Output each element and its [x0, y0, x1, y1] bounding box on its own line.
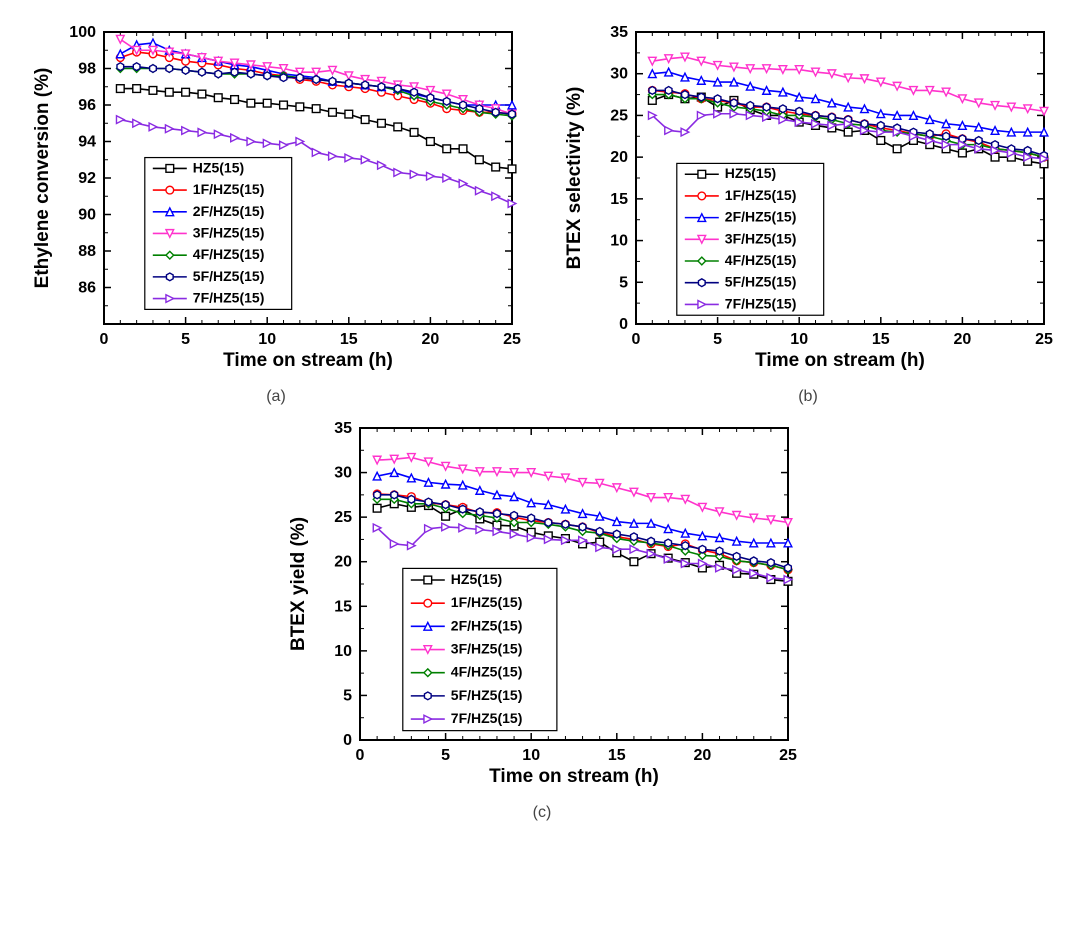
- svg-text:15: 15: [334, 598, 352, 615]
- svg-text:20: 20: [610, 149, 628, 166]
- svg-text:7F/HZ5(15): 7F/HZ5(15): [451, 710, 523, 726]
- svg-text:5: 5: [619, 274, 628, 291]
- svg-text:3F/HZ5(15): 3F/HZ5(15): [725, 230, 797, 246]
- svg-text:25: 25: [503, 331, 521, 348]
- svg-text:20: 20: [954, 331, 972, 348]
- svg-text:1F/HZ5(15): 1F/HZ5(15): [451, 594, 523, 610]
- chart-a: 0 5 10 15 20 25 86 88 90 92 94 96 98 100 Time on strea…: [26, 20, 526, 380]
- svg-text:HZ5(15): HZ5(15): [451, 571, 502, 587]
- svg-text:20: 20: [334, 554, 352, 571]
- svg-text:Time on stream (h): Time on stream (h): [223, 350, 393, 371]
- svg-text:4F/HZ5(15): 4F/HZ5(15): [725, 252, 797, 268]
- svg-text:15: 15: [872, 331, 890, 348]
- svg-text:15: 15: [610, 191, 628, 208]
- svg-text:10: 10: [790, 331, 808, 348]
- svg-text:4F/HZ5(15): 4F/HZ5(15): [193, 246, 265, 262]
- caption-a: (a): [266, 388, 286, 406]
- svg-text:5F/HZ5(15): 5F/HZ5(15): [193, 268, 265, 284]
- svg-text:5F/HZ5(15): 5F/HZ5(15): [451, 687, 523, 703]
- chart-b: 0 5 10 15 20 25 0 5 10 15 20 25 30 35 Time on stream (…: [558, 20, 1058, 380]
- svg-text:1F/HZ5(15): 1F/HZ5(15): [193, 181, 265, 197]
- svg-text:92: 92: [78, 170, 96, 187]
- svg-text:86: 86: [78, 280, 96, 297]
- svg-text:35: 35: [334, 420, 352, 437]
- svg-text:2F/HZ5(15): 2F/HZ5(15): [193, 203, 265, 219]
- svg-text:0: 0: [343, 732, 352, 749]
- svg-text:7F/HZ5(15): 7F/HZ5(15): [193, 290, 265, 306]
- svg-text:96: 96: [78, 97, 96, 114]
- svg-text:35: 35: [610, 24, 628, 41]
- svg-text:25: 25: [334, 509, 352, 526]
- panel-a: 0 5 10 15 20 25 86 88 90 92 94 96 98 100 Time on strea…: [20, 20, 532, 406]
- svg-text:HZ5(15): HZ5(15): [725, 165, 776, 181]
- svg-text:100: 100: [69, 24, 96, 41]
- svg-text:0: 0: [356, 747, 365, 764]
- caption-c: (c): [533, 804, 552, 822]
- svg-text:15: 15: [608, 747, 626, 764]
- panel-c: 0 5 10 15 20 25 0 5 10 15 20 25 30 35 Time on stream (…: [282, 416, 802, 822]
- svg-text:BTEX yield (%): BTEX yield (%): [288, 517, 309, 651]
- svg-text:30: 30: [610, 66, 628, 83]
- svg-text:88: 88: [78, 243, 96, 260]
- svg-text:0: 0: [632, 331, 641, 348]
- svg-text:2F/HZ5(15): 2F/HZ5(15): [451, 617, 523, 633]
- svg-text:7F/HZ5(15): 7F/HZ5(15): [725, 295, 797, 311]
- svg-text:10: 10: [522, 747, 540, 764]
- svg-text:0: 0: [100, 331, 109, 348]
- svg-text:1F/HZ5(15): 1F/HZ5(15): [725, 187, 797, 203]
- svg-text:0: 0: [619, 316, 628, 333]
- svg-text:30: 30: [334, 465, 352, 482]
- svg-text:25: 25: [610, 107, 628, 124]
- svg-text:90: 90: [78, 207, 96, 224]
- svg-text:3F/HZ5(15): 3F/HZ5(15): [451, 641, 523, 657]
- svg-text:94: 94: [78, 134, 96, 151]
- svg-text:10: 10: [610, 233, 628, 250]
- svg-text:20: 20: [422, 331, 440, 348]
- svg-text:98: 98: [78, 61, 96, 78]
- svg-text:10: 10: [258, 331, 276, 348]
- panel-b: 0 5 10 15 20 25 0 5 10 15 20 25 30 35 Time on stream (…: [552, 20, 1064, 406]
- svg-text:5: 5: [713, 331, 722, 348]
- svg-text:Time on stream (h): Time on stream (h): [755, 350, 925, 371]
- svg-text:4F/HZ5(15): 4F/HZ5(15): [451, 664, 523, 680]
- svg-text:3F/HZ5(15): 3F/HZ5(15): [193, 224, 265, 240]
- svg-text:5: 5: [343, 687, 352, 704]
- svg-text:25: 25: [1035, 331, 1053, 348]
- caption-b: (b): [798, 388, 818, 406]
- svg-text:BTEX selectivity (%): BTEX selectivity (%): [564, 87, 585, 270]
- figure-grid: 051015202586889092949698100Time on strea…: [20, 20, 1064, 822]
- svg-text:2F/HZ5(15): 2F/HZ5(15): [725, 209, 797, 225]
- svg-text:20: 20: [694, 747, 712, 764]
- svg-text:5: 5: [441, 747, 450, 764]
- svg-text:HZ5(15): HZ5(15): [193, 159, 244, 175]
- svg-text:Time on stream (h): Time on stream (h): [489, 766, 659, 787]
- svg-text:5F/HZ5(15): 5F/HZ5(15): [725, 274, 797, 290]
- svg-text:25: 25: [779, 747, 797, 764]
- svg-text:Ethylene conversion (%): Ethylene conversion (%): [32, 68, 53, 289]
- svg-text:15: 15: [340, 331, 358, 348]
- svg-text:10: 10: [334, 643, 352, 660]
- chart-c: 0 5 10 15 20 25 0 5 10 15 20 25 30 35 Time on stream (…: [282, 416, 802, 796]
- svg-text:5: 5: [181, 331, 190, 348]
